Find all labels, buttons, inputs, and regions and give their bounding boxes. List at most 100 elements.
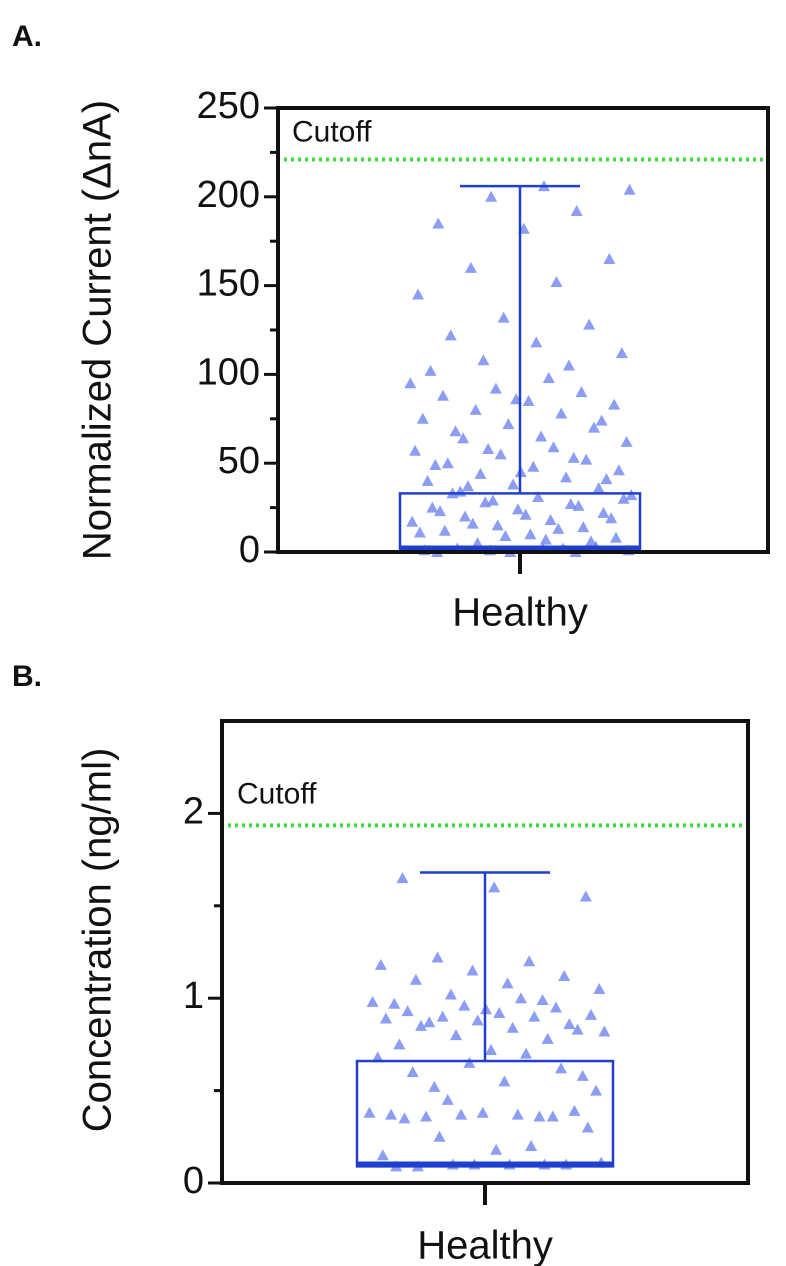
data-point <box>421 474 434 486</box>
data-point <box>563 1018 576 1030</box>
y-tick-label: 0 <box>239 529 260 571</box>
data-point <box>489 382 502 394</box>
data-point <box>501 977 514 989</box>
data-point <box>455 1108 468 1120</box>
data-point <box>542 371 555 383</box>
data-point <box>564 498 577 510</box>
data-point <box>464 261 477 273</box>
panel-label: B. <box>12 660 42 693</box>
data-point <box>457 432 470 444</box>
y-tick-label: 2 <box>183 790 204 832</box>
data-point <box>600 473 613 485</box>
data-point <box>532 490 545 502</box>
y-tick-label: 100 <box>197 351 260 393</box>
data-point <box>482 442 495 454</box>
data-point <box>458 999 471 1011</box>
data-point <box>571 1023 584 1035</box>
x-tick-label: Healthy <box>452 591 588 635</box>
data-point <box>379 1012 392 1024</box>
data-point <box>552 522 565 534</box>
data-point <box>603 252 616 264</box>
data-point <box>560 471 573 483</box>
y-tick-label: 150 <box>197 263 260 305</box>
data-point <box>441 457 454 469</box>
data-point <box>558 970 571 982</box>
data-point <box>568 1104 581 1116</box>
data-point <box>593 982 606 994</box>
data-point <box>499 530 512 542</box>
y-tick-label: 250 <box>197 85 260 127</box>
data-point <box>471 1014 484 1026</box>
data-point <box>493 1006 506 1018</box>
data-point <box>376 1149 389 1161</box>
data-point <box>572 499 585 511</box>
data-point <box>502 418 515 430</box>
cutoff-label: Cutoff <box>292 115 372 148</box>
data-point <box>511 1108 524 1120</box>
data-point <box>567 451 580 463</box>
data-point <box>412 288 425 300</box>
y-tick-label: 200 <box>197 174 260 216</box>
data-point <box>363 1106 376 1118</box>
data-point <box>577 521 590 533</box>
data-point <box>498 1075 511 1087</box>
data-point <box>469 403 482 415</box>
data-point <box>488 881 501 893</box>
data-point <box>366 995 379 1007</box>
data-point <box>396 872 409 884</box>
data-point <box>404 377 417 389</box>
data-point <box>555 1062 568 1074</box>
data-point <box>525 1140 538 1152</box>
data-point <box>388 997 401 1009</box>
data-point <box>436 1010 449 1022</box>
data-point <box>485 190 498 202</box>
data-point <box>605 512 618 524</box>
data-point <box>625 489 638 501</box>
data-point <box>520 1047 533 1059</box>
data-point <box>450 1029 463 1041</box>
y-tick-label: 1 <box>183 975 204 1017</box>
data-point <box>522 395 535 407</box>
data-point <box>575 386 588 398</box>
data-point <box>590 1084 603 1096</box>
data-point <box>385 1108 398 1120</box>
data-point <box>598 1025 611 1037</box>
data-point <box>533 1110 546 1122</box>
data-point <box>546 1110 559 1122</box>
data-point <box>535 430 548 442</box>
data-point <box>409 973 422 985</box>
data-point <box>414 1019 427 1031</box>
data-point <box>519 508 532 520</box>
data-point <box>491 519 504 531</box>
data-point <box>424 364 437 376</box>
plot-frame <box>276 106 770 554</box>
data-point <box>438 524 451 536</box>
data-point <box>398 1112 411 1124</box>
data-point <box>595 414 608 426</box>
data-point <box>423 1016 436 1028</box>
data-point <box>406 515 419 527</box>
data-point <box>431 951 444 963</box>
panel-label: A. <box>12 20 42 53</box>
data-point <box>620 435 633 447</box>
data-point <box>476 1106 489 1118</box>
data-point <box>432 217 445 229</box>
data-point <box>576 1069 589 1081</box>
data-point <box>507 478 520 490</box>
data-point <box>401 1005 414 1017</box>
data-point <box>581 1121 594 1133</box>
data-point <box>413 526 426 538</box>
data-point <box>617 492 630 504</box>
data-point <box>444 329 457 341</box>
y-axis-label: Normalized Current (ΔnA) <box>76 100 120 560</box>
data-point <box>485 1043 498 1055</box>
data-point <box>527 460 540 472</box>
data-point <box>609 531 622 543</box>
data-point <box>416 412 429 424</box>
data-point <box>471 537 484 549</box>
data-point <box>374 958 387 970</box>
data-point <box>597 506 610 518</box>
data-point <box>579 890 592 902</box>
data-point <box>441 1093 454 1105</box>
y-tick-label: 50 <box>218 440 260 482</box>
